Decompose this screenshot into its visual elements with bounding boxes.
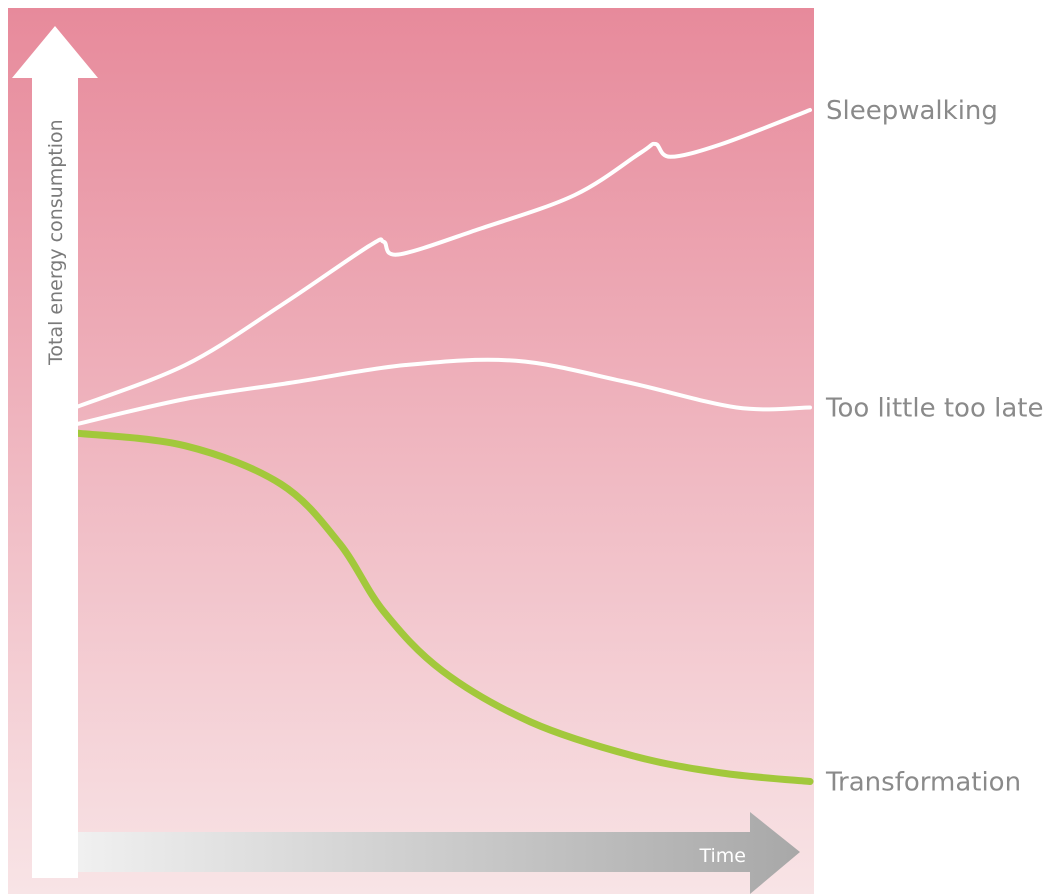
x-axis-label: Time <box>699 845 747 867</box>
series-layer <box>71 108 814 785</box>
x-axis-arrow <box>78 812 800 894</box>
series-label-transformation: Transformation <box>825 768 1021 798</box>
y-axis-label: Total energy consumption <box>45 119 67 366</box>
series-label-layer: Sleepwalking Too little too late Transform… <box>825 96 1043 798</box>
series-line-too-little-too-late <box>73 357 812 427</box>
series-label-too-little-too-late: Too little too late <box>825 394 1043 424</box>
series-line-transformation <box>71 429 814 785</box>
series-line-sleepwalking <box>73 108 812 410</box>
series-label-sleepwalking: Sleepwalking <box>826 96 998 126</box>
y-axis-arrow <box>12 26 98 878</box>
chart-background <box>8 8 814 894</box>
